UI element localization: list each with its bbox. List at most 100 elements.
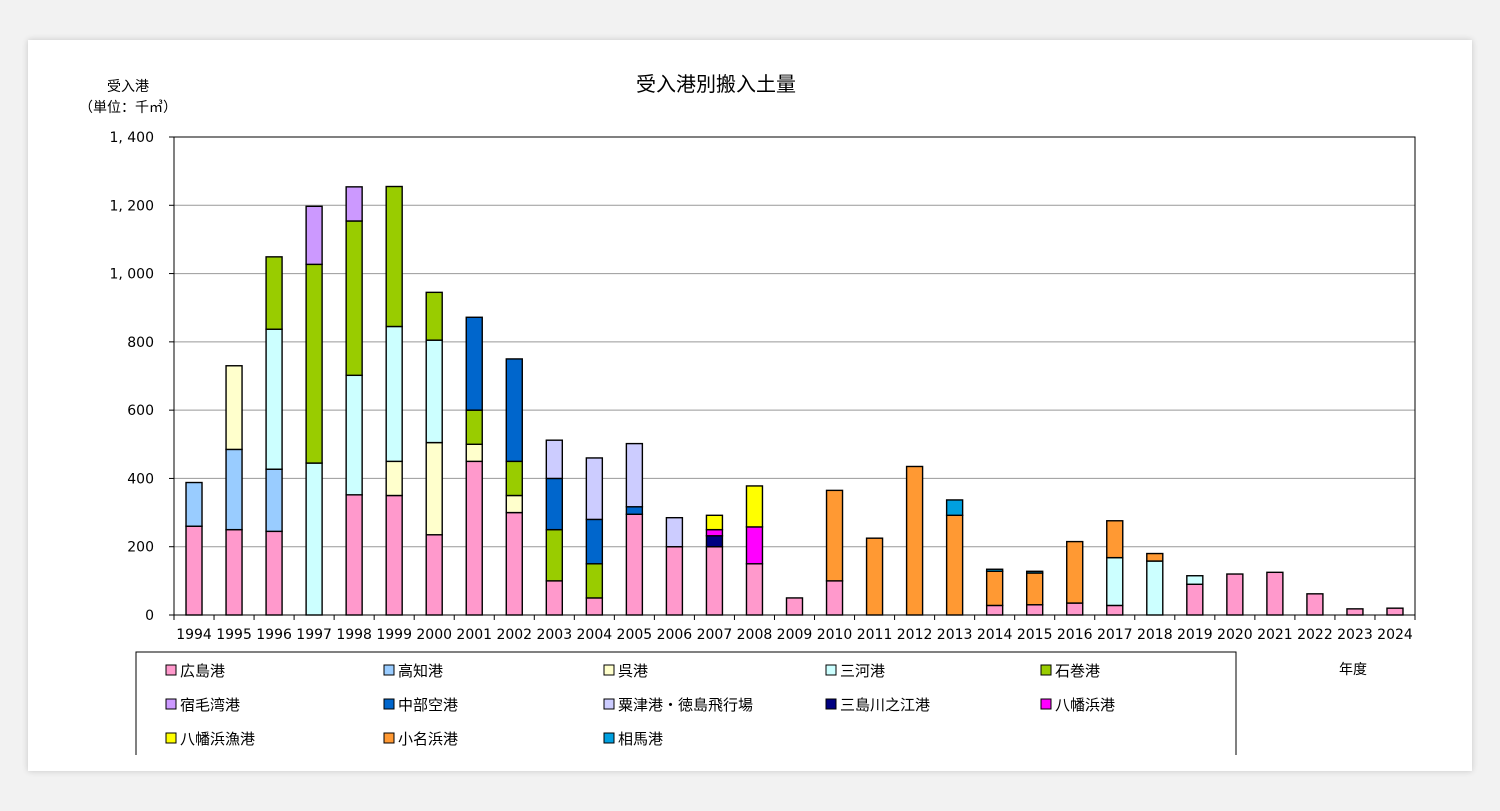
x-tick-label: 2012	[897, 627, 933, 643]
x-tick-label: 1999	[376, 627, 412, 643]
bar-segment	[265, 468, 283, 533]
bar-segment	[1186, 575, 1204, 585]
legend-swatch	[603, 732, 615, 744]
x-tick-label: 2008	[737, 627, 773, 643]
legend-swatch	[165, 698, 177, 710]
legend-label: 宿毛湾港	[180, 696, 240, 714]
legend-swatch	[1040, 698, 1052, 710]
bar-segment	[505, 460, 523, 497]
y-tick-label: 1, 200	[109, 198, 154, 214]
y-tick-label: 1, 000	[109, 267, 154, 283]
legend-swatch	[383, 664, 395, 676]
bar-segment	[345, 494, 363, 616]
bar-segment	[465, 409, 483, 445]
bar-segment	[585, 457, 604, 521]
bar-segment	[305, 263, 323, 464]
bar-segment	[225, 448, 243, 531]
y-tick-label: 0	[145, 608, 154, 624]
bar-segment	[265, 328, 283, 470]
bar-segment	[545, 528, 564, 582]
bar-segment	[385, 494, 403, 616]
bar-segment	[705, 528, 724, 537]
bar-segment	[585, 563, 604, 599]
y-tick-label: 800	[127, 335, 154, 351]
bar-segment	[425, 534, 443, 616]
bar-segment	[945, 499, 964, 517]
bar-segment	[705, 514, 724, 531]
bar-segment	[425, 441, 443, 536]
x-tick-label: 2013	[937, 627, 973, 643]
bar-segment	[1106, 604, 1124, 616]
bar-segment	[745, 485, 764, 528]
bar-segment	[265, 256, 283, 330]
bars-layer	[185, 185, 1404, 616]
bar-segment	[985, 568, 1004, 572]
legend-label: 粟津港・徳島飛行場	[618, 696, 753, 714]
bar-segment	[665, 546, 684, 616]
y-tick-label: 400	[127, 471, 154, 487]
chart-svg: 受入港別搬入土量 受入港 （単位：千㎥） 年度 0 200 400 600 800 1, …	[79, 72, 1416, 755]
bar-segment	[385, 460, 403, 497]
chart-title: 受入港別搬入土量	[636, 72, 796, 96]
bar-segment	[905, 465, 924, 616]
bar-segment	[785, 597, 804, 616]
legend-label: 相馬港	[618, 730, 663, 748]
legend-swatch	[825, 664, 837, 676]
bar-segment	[185, 481, 203, 527]
x-tick-label: 1994	[176, 627, 212, 643]
bar-segment	[545, 477, 564, 531]
bar-segment	[545, 580, 564, 616]
bar-segment	[425, 291, 443, 341]
y-tick-label: 200	[127, 540, 154, 556]
legend-swatch	[165, 732, 177, 744]
legend-swatch	[383, 732, 395, 744]
bar-segment	[345, 220, 363, 377]
bar-segment	[305, 462, 323, 616]
legend-label: 呉港	[618, 662, 648, 680]
legend-border	[135, 651, 1237, 755]
bar-segment	[225, 365, 243, 451]
bar-segment	[945, 514, 964, 616]
x-tick-label: 2007	[697, 627, 733, 643]
legend-swatch	[383, 698, 395, 710]
bar-segment	[1346, 608, 1364, 616]
bar-segment	[305, 205, 323, 266]
x-tick-label: 2023	[1337, 627, 1373, 643]
bar-segment	[985, 604, 1004, 616]
grid-layer	[174, 204, 1415, 548]
x-tick-label: 2006	[657, 627, 693, 643]
x-tick-label: 2010	[817, 627, 853, 643]
x-tick-label: 2020	[1217, 627, 1253, 643]
bar-segment	[1025, 572, 1044, 606]
legend-label: 高知港	[398, 662, 443, 680]
legend-swatch	[603, 664, 615, 676]
x-tick-label: 2022	[1297, 627, 1333, 643]
bar-segment	[585, 518, 604, 565]
bar-segment	[465, 460, 483, 616]
y-tick-label: 1, 400	[109, 130, 154, 146]
bar-segment	[1025, 604, 1044, 616]
legend-swatch	[165, 664, 177, 676]
legend-label: 八幡浜漁港	[180, 730, 255, 748]
bar-segment	[185, 525, 203, 616]
bar-segment	[705, 546, 724, 616]
legend-swatch	[603, 698, 615, 710]
legend-label: 石巻港	[1055, 662, 1100, 680]
x-tick-label: 2011	[857, 627, 893, 643]
bar-segment	[985, 570, 1004, 607]
plot-area-border	[173, 136, 1416, 616]
bar-segment	[1146, 552, 1164, 562]
legend-label: 三河港	[840, 662, 885, 680]
bar-segment	[465, 316, 483, 411]
bar-segment	[585, 597, 604, 616]
x-tick-label: 2015	[1017, 627, 1053, 643]
bar-segment	[1226, 573, 1244, 616]
bar-segment	[625, 513, 644, 616]
x-tick-label: 2009	[777, 627, 813, 643]
bar-segment	[1386, 607, 1404, 616]
y-axis-label: 受入港	[107, 79, 149, 95]
bar-segment	[705, 535, 724, 548]
legend-label: 中部空港	[398, 696, 458, 714]
legend-label: 小名浜港	[398, 730, 458, 748]
